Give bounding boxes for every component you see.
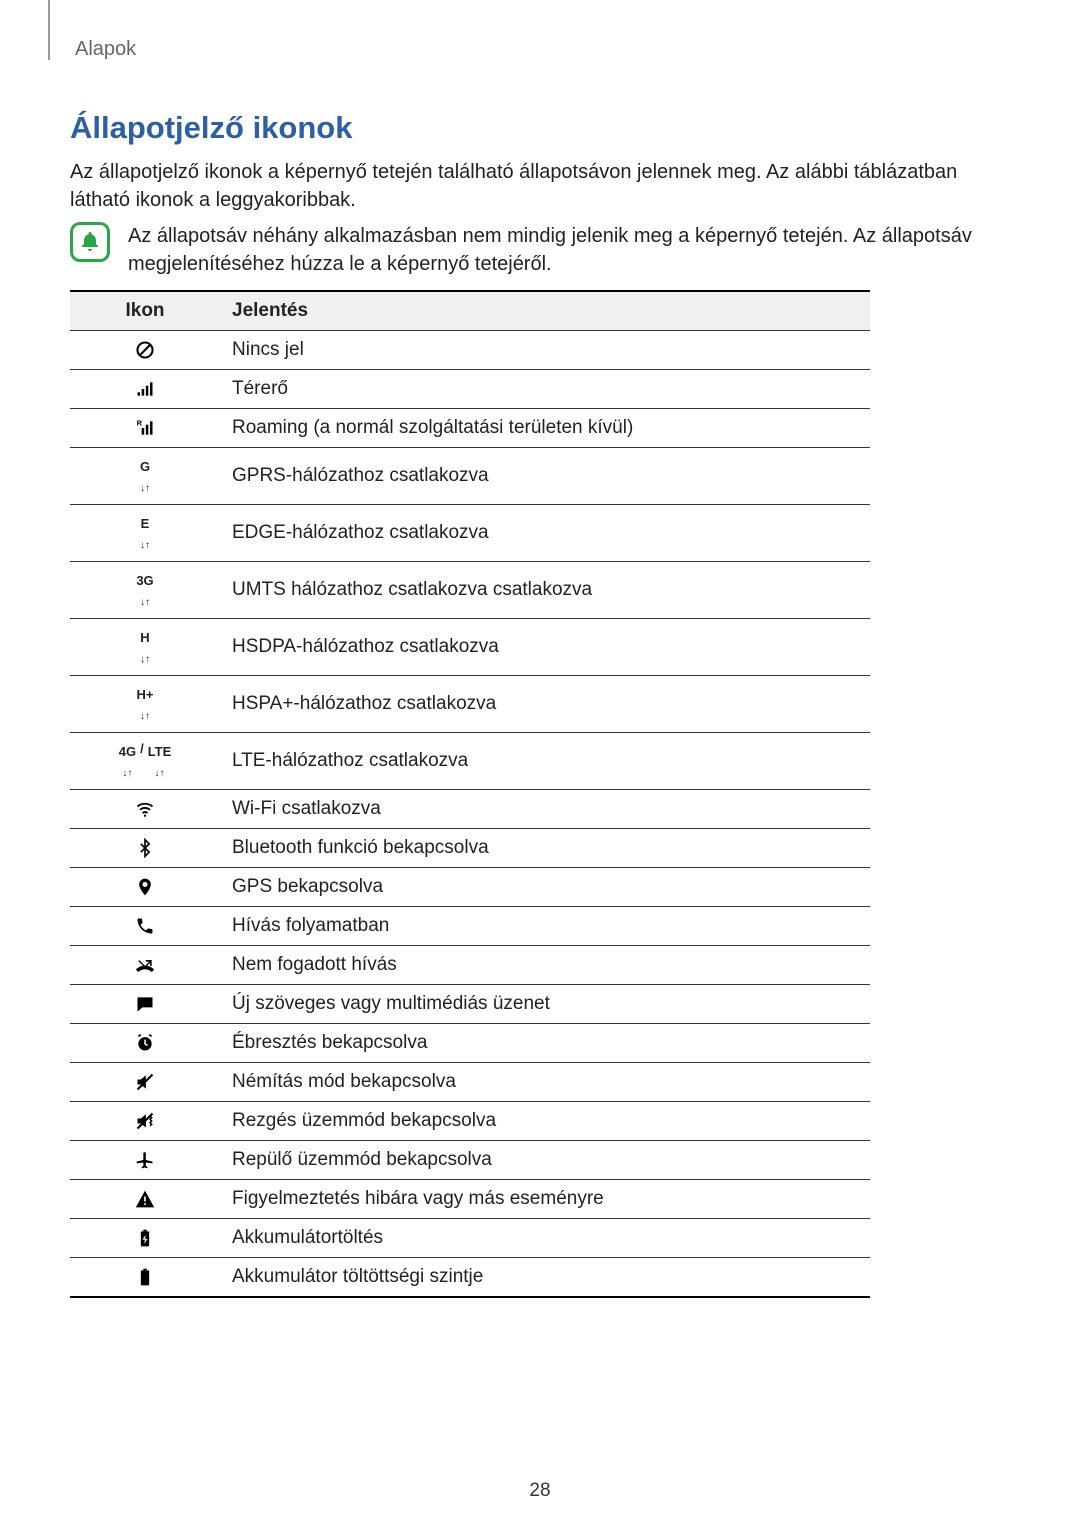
table-row: Rezgés üzemmód bekapcsolva <box>70 1102 870 1141</box>
mute-icon <box>70 1063 220 1102</box>
table-row: 3G↓↑UMTS hálózathoz csatlakozva csatlako… <box>70 562 870 619</box>
intro-paragraph: Az állapotjelző ikonok a képernyő tetejé… <box>70 158 990 215</box>
vibrate-icon <box>70 1102 220 1141</box>
table-row: Nem fogadott hívás <box>70 946 870 985</box>
roaming-icon: R <box>70 409 220 448</box>
icon-meaning: HSPA+-hálózathoz csatlakozva <box>220 676 870 733</box>
icon-meaning: Rezgés üzemmód bekapcsolva <box>220 1102 870 1141</box>
icon-meaning: Bluetooth funkció bekapcsolva <box>220 829 870 868</box>
icon-meaning: Wi-Fi csatlakozva <box>220 790 870 829</box>
umts-icon: 3G↓↑ <box>70 562 220 619</box>
table-row: Wi-Fi csatlakozva <box>70 790 870 829</box>
warning-icon <box>70 1180 220 1219</box>
hsdpa-icon: H↓↑ <box>70 619 220 676</box>
icon-meaning: GPRS-hálózathoz csatlakozva <box>220 448 870 505</box>
icon-meaning: Nem fogadott hívás <box>220 946 870 985</box>
bell-icon <box>70 222 110 262</box>
wifi-icon <box>70 790 220 829</box>
table-row: Új szöveges vagy multimédiás üzenet <box>70 985 870 1024</box>
charging-icon <box>70 1219 220 1258</box>
document-page: Alapok Állapotjelző ikonok Az állapotjel… <box>0 0 1080 1527</box>
gps-icon <box>70 868 220 907</box>
icon-meaning: Hívás folyamatban <box>220 907 870 946</box>
icon-meaning: Akkumulátor töltöttségi szintje <box>220 1258 870 1298</box>
alarm-icon <box>70 1024 220 1063</box>
icon-meaning: Térerő <box>220 370 870 409</box>
table-row: G↓↑GPRS-hálózathoz csatlakozva <box>70 448 870 505</box>
table-row: H↓↑HSDPA-hálózathoz csatlakozva <box>70 619 870 676</box>
icon-meaning: Akkumulátortöltés <box>220 1219 870 1258</box>
table-row: Akkumulátor töltöttségi szintje <box>70 1258 870 1298</box>
table-row: Némítás mód bekapcsolva <box>70 1063 870 1102</box>
note-callout: Az állapotsáv néhány alkalmazásban nem m… <box>70 222 990 279</box>
table-row: E↓↑EDGE-hálózathoz csatlakozva <box>70 505 870 562</box>
section-label: Alapok <box>75 38 136 61</box>
edge-icon: E↓↑ <box>70 505 220 562</box>
call-icon <box>70 907 220 946</box>
icon-meaning: Roaming (a normál szolgáltatási területe… <box>220 409 870 448</box>
bluetooth-icon <box>70 829 220 868</box>
icon-meaning: GPS bekapcsolva <box>220 868 870 907</box>
col-header-meaning: Jelentés <box>220 291 870 331</box>
missed-call-icon <box>70 946 220 985</box>
no-signal-icon <box>70 331 220 370</box>
table-row: Ébresztés bekapcsolva <box>70 1024 870 1063</box>
icon-meaning: EDGE-hálózathoz csatlakozva <box>220 505 870 562</box>
table-row: Hívás folyamatban <box>70 907 870 946</box>
table-row: GPS bekapcsolva <box>70 868 870 907</box>
table-row: R Roaming (a normál szolgáltatási terület… <box>70 409 870 448</box>
page-title: Állapotjelző ikonok <box>70 110 352 146</box>
svg-text:R: R <box>137 419 143 428</box>
page-number: 28 <box>0 1480 1080 1502</box>
note-text: Az állapotsáv néhány alkalmazásban nem m… <box>128 222 990 279</box>
col-header-icon: Ikon <box>70 291 220 331</box>
status-icons-table: Ikon Jelentés Nincs jelTérerő R Roaming (a… <box>70 290 870 1298</box>
icon-meaning: Új szöveges vagy multimédiás üzenet <box>220 985 870 1024</box>
table-header-row: Ikon Jelentés <box>70 291 870 331</box>
table-row: Repülő üzemmód bekapcsolva <box>70 1141 870 1180</box>
table-row: H+↓↑HSPA+-hálózathoz csatlakozva <box>70 676 870 733</box>
icon-meaning: Nincs jel <box>220 331 870 370</box>
hspa-plus-icon: H+↓↑ <box>70 676 220 733</box>
lte-icon: 4G↓↑ / LTE↓↑ <box>70 733 220 790</box>
table-row: 4G↓↑ / LTE↓↑LTE-hálózathoz csatlakozva <box>70 733 870 790</box>
battery-icon <box>70 1258 220 1298</box>
table-row: Figyelmeztetés hibára vagy más eseményre <box>70 1180 870 1219</box>
icon-meaning: Repülő üzemmód bekapcsolva <box>220 1141 870 1180</box>
icon-meaning: Figyelmeztetés hibára vagy más eseményre <box>220 1180 870 1219</box>
icon-meaning: LTE-hálózathoz csatlakozva <box>220 733 870 790</box>
table-row: Nincs jel <box>70 331 870 370</box>
table-row: Bluetooth funkció bekapcsolva <box>70 829 870 868</box>
airplane-icon <box>70 1141 220 1180</box>
icon-meaning: Némítás mód bekapcsolva <box>220 1063 870 1102</box>
table-row: Térerő <box>70 370 870 409</box>
icon-meaning: HSDPA-hálózathoz csatlakozva <box>220 619 870 676</box>
icon-meaning: Ébresztés bekapcsolva <box>220 1024 870 1063</box>
gprs-icon: G↓↑ <box>70 448 220 505</box>
message-icon <box>70 985 220 1024</box>
table-row: Akkumulátortöltés <box>70 1219 870 1258</box>
header-divider <box>48 0 50 60</box>
signal-icon <box>70 370 220 409</box>
icon-meaning: UMTS hálózathoz csatlakozva csatlakozva <box>220 562 870 619</box>
